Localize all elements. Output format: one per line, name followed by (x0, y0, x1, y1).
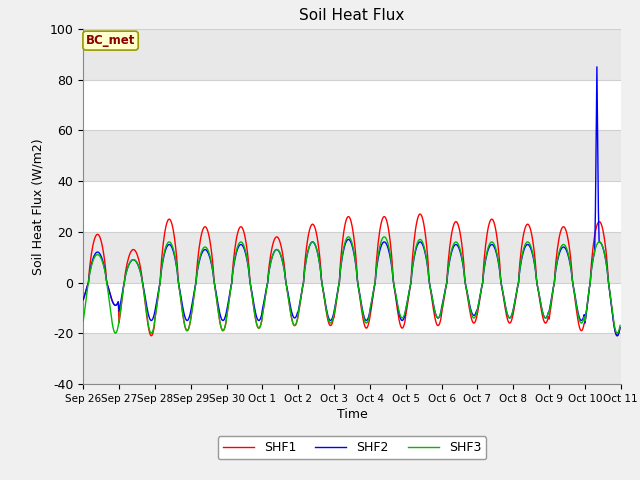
Bar (83, 232, 621, 283)
SHF3 (616, 323, 624, 328)
SHF3 (200, 245, 207, 251)
Bar (83, 130, 621, 181)
Text: BC_met: BC_met (86, 34, 135, 47)
SHF2 (227, 283, 235, 289)
SHF2 (79, 297, 87, 303)
SHF3 (79, 318, 87, 324)
SHF1 (228, 280, 236, 286)
SHF2 (613, 333, 621, 339)
SHF1 (79, 297, 87, 303)
SHF3 (228, 280, 236, 286)
SHF2 (145, 311, 152, 316)
Line: SHF1: SHF1 (83, 214, 620, 336)
SHF1 (416, 211, 424, 217)
SHF2 (199, 249, 207, 254)
SHF2 (433, 313, 440, 319)
Y-axis label: Soil Heat Flux (W/m2): Soil Heat Flux (W/m2) (31, 138, 44, 275)
SHF1 (616, 324, 624, 330)
SHF3 (434, 315, 442, 321)
SHF1 (89, 242, 97, 248)
SHF2 (417, 239, 424, 245)
Bar (83, 333, 621, 384)
Line: SHF2: SHF2 (83, 67, 620, 336)
SHF1 (145, 323, 152, 329)
Title: Soil Heat Flux: Soil Heat Flux (300, 9, 404, 24)
SHF1 (200, 226, 207, 231)
Line: SHF3: SHF3 (83, 237, 620, 333)
SHF3 (145, 325, 153, 331)
Legend: SHF1, SHF2, SHF3: SHF1, SHF2, SHF3 (218, 436, 486, 459)
SHF3 (344, 234, 352, 240)
Bar (83, 29, 621, 80)
SHF2 (593, 64, 601, 70)
SHF1 (434, 323, 442, 328)
SHF3 (111, 330, 119, 336)
SHF2 (616, 324, 624, 330)
SHF2 (89, 256, 97, 262)
SHF1 (147, 333, 155, 339)
SHF3 (89, 258, 97, 264)
SHF3 (419, 239, 426, 244)
X-axis label: Time: Time (337, 408, 367, 421)
SHF1 (419, 215, 426, 220)
